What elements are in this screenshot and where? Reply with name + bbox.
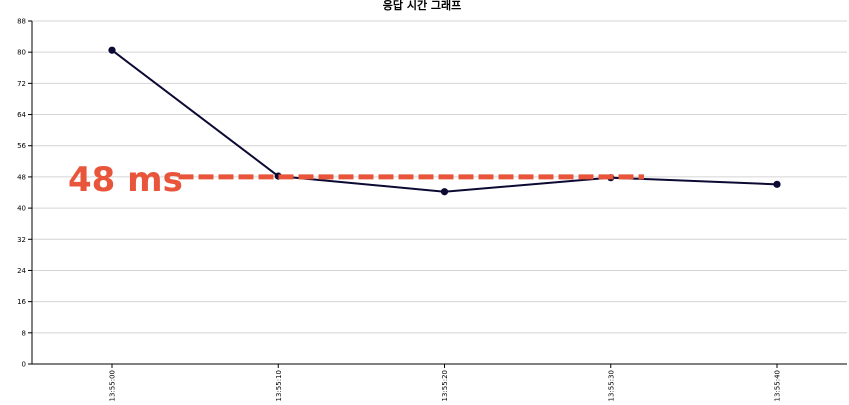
x-axis: 13:55:00 13:55:10 13:55:20 13:55:30 13:55:40 bbox=[32, 363, 847, 401]
x-tick-label: 13:55:10 bbox=[275, 370, 283, 401]
series-layer bbox=[108, 46, 781, 196]
series-line bbox=[111, 49, 778, 193]
data-point bbox=[440, 188, 449, 196]
y-tick-label: 8 bbox=[22, 329, 26, 337]
y-tick-label: 72 bbox=[17, 80, 26, 88]
y-tick-label: 80 bbox=[17, 49, 26, 57]
y-tick-label: 16 bbox=[17, 298, 26, 306]
chart-title: 응답 시간 그래프 bbox=[383, 0, 462, 12]
x-tick-label: 13:55:00 bbox=[109, 370, 117, 401]
y-tick-label: 32 bbox=[17, 236, 26, 244]
y-axis: 0 8 16 24 32 40 48 56 64 72 80 88 bbox=[17, 18, 33, 369]
reference-label: 48 ms bbox=[68, 160, 183, 200]
y-tick-label: 48 bbox=[17, 173, 26, 181]
y-tick-label: 40 bbox=[17, 205, 26, 213]
y-tick-label: 88 bbox=[17, 18, 26, 26]
y-tick-label: 56 bbox=[17, 142, 26, 150]
data-point bbox=[773, 180, 781, 188]
x-tick-label: 13:55:20 bbox=[441, 370, 449, 401]
x-tick-label: 13:55:30 bbox=[607, 370, 615, 401]
reference-layer: 48 ms bbox=[68, 160, 644, 200]
y-tick-label: 24 bbox=[17, 267, 26, 275]
y-tick-label: 64 bbox=[17, 111, 26, 119]
data-point bbox=[108, 46, 116, 54]
x-tick-label: 13:55:40 bbox=[774, 370, 782, 401]
y-tick-label: 0 bbox=[22, 361, 26, 369]
